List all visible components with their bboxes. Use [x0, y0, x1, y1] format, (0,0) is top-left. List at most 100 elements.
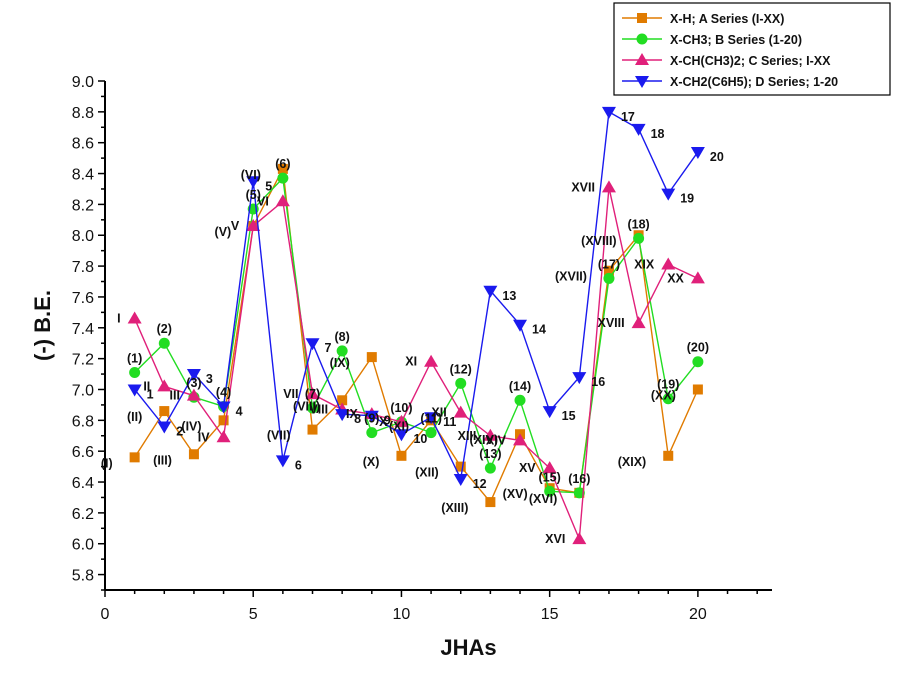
data-label: (19) [657, 378, 679, 392]
y-tick-label: 8.6 [72, 136, 94, 153]
data-label: (15) [539, 470, 561, 484]
data-point [424, 354, 439, 367]
data-label: (7) [305, 387, 320, 401]
data-label: 15 [562, 409, 576, 423]
data-label: 10 [413, 432, 427, 446]
data-label: 2 [176, 425, 183, 439]
legend-entry: X-H; A Series (I-XX) [670, 12, 784, 26]
data-label: III [170, 389, 180, 403]
data-point [305, 387, 320, 400]
data-point [573, 487, 585, 499]
data-label: (14) [509, 379, 531, 393]
series-layer [127, 106, 705, 545]
data-label: (XV) [503, 487, 528, 501]
data-label: (20) [687, 341, 709, 355]
data-label: (XX) [651, 388, 676, 402]
y-tick-label: 6.6 [72, 444, 94, 461]
x-axis-title: JHAs [440, 635, 496, 660]
legend-marker [637, 13, 647, 23]
data-label: XVIII [598, 316, 625, 330]
data-point [307, 424, 318, 435]
data-label: 11 [443, 415, 456, 429]
data-label: (III) [153, 453, 172, 467]
data-label: 19 [680, 192, 694, 206]
data-label: IV [198, 430, 210, 444]
data-point [603, 265, 614, 276]
data-point [631, 123, 646, 136]
x-tick-label: 0 [101, 606, 110, 623]
data-label: (13) [479, 447, 501, 461]
y-tick-label: 7.8 [72, 259, 94, 276]
data-label: (9) [364, 412, 379, 426]
axes: 0 5 10 15 205.86.06.26.46.66.87.07.27.47.67.… [72, 74, 772, 623]
data-point [662, 393, 674, 405]
y-tick-label: 7.6 [72, 290, 94, 307]
data-point [127, 311, 142, 324]
y-tick-label: 8.4 [72, 167, 94, 184]
data-label: 9 [384, 414, 391, 428]
data-point [661, 257, 676, 270]
data-label: (6) [275, 157, 290, 171]
data-label: 12 [473, 477, 487, 491]
data-point [601, 106, 616, 119]
data-label: (VIII) [293, 399, 320, 413]
y-tick-label: 7.2 [72, 352, 94, 369]
data-point [484, 462, 496, 474]
data-label: XVII [571, 180, 595, 194]
legend-entry: X-CH2(C6H5); D Series; 1-20 [670, 75, 838, 89]
data-label: (XII) [415, 466, 439, 480]
data-point [663, 450, 674, 461]
data-point [633, 232, 645, 244]
data-point [127, 384, 142, 397]
data-label: V [231, 219, 240, 233]
data-label: (2) [157, 322, 172, 336]
data-point [544, 485, 556, 497]
data-label: (1) [127, 352, 142, 366]
y-tick-label: 8.2 [72, 197, 94, 214]
data-point [188, 449, 199, 460]
y-tick-label: 6.2 [72, 506, 94, 523]
data-label: 16 [591, 375, 605, 389]
data-point [453, 405, 468, 418]
data-label: X [379, 415, 388, 429]
data-label: XIV [486, 433, 507, 447]
data-point [514, 394, 526, 406]
data-point [277, 163, 288, 174]
data-point [396, 450, 407, 461]
data-label: (4) [216, 385, 231, 399]
y-tick-label: 8.0 [72, 228, 94, 245]
data-point [366, 427, 378, 439]
data-label: (VII) [267, 429, 291, 443]
data-point [631, 316, 646, 329]
data-point [455, 461, 466, 472]
data-label: 13 [502, 289, 516, 303]
data-point [277, 172, 289, 184]
data-label: XIII [458, 429, 477, 443]
data-label: (XIII) [441, 501, 468, 515]
data-point [305, 338, 320, 351]
data-point [483, 285, 498, 298]
data-label: (11) [420, 412, 442, 426]
data-point [424, 412, 439, 425]
data-label: (XIX) [618, 455, 646, 469]
data-point [337, 395, 348, 406]
data-point [366, 352, 377, 363]
data-point [335, 409, 350, 422]
data-point [129, 452, 140, 463]
data-label: 18 [651, 127, 665, 141]
x-tick-label: 15 [541, 606, 559, 623]
data-label: (17) [598, 257, 620, 271]
data-point [158, 337, 170, 349]
series-2 [129, 172, 704, 499]
data-point [513, 433, 528, 446]
y-axis-title: (-) B.E. [30, 290, 55, 361]
data-label: (X) [363, 455, 380, 469]
data-label: 3 [206, 372, 213, 386]
data-label: (XIV) [470, 433, 498, 447]
data-label: XVI [545, 532, 565, 546]
series-line [134, 166, 699, 504]
data-label: (V) [215, 225, 232, 239]
data-point [129, 367, 141, 379]
data-label: I [117, 312, 120, 326]
